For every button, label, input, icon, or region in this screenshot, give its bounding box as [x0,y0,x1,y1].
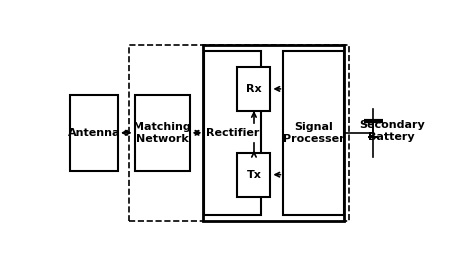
Bar [237,153,271,197]
Bar [204,51,261,214]
Text: Matching
Network: Matching Network [133,122,191,143]
Text: Tx: Tx [246,170,261,180]
Text: Signal
Processer: Signal Processer [283,122,345,143]
Bar [202,45,344,221]
Bar [70,95,118,171]
Bar [129,45,349,221]
Text: Rectifier: Rectifier [206,128,259,138]
Text: Antenna: Antenna [68,128,120,138]
Text: Rx: Rx [246,84,262,94]
Bar [135,95,190,171]
Text: Secondary
Battery: Secondary Battery [359,120,425,142]
Bar [283,51,344,214]
Bar [237,67,271,111]
